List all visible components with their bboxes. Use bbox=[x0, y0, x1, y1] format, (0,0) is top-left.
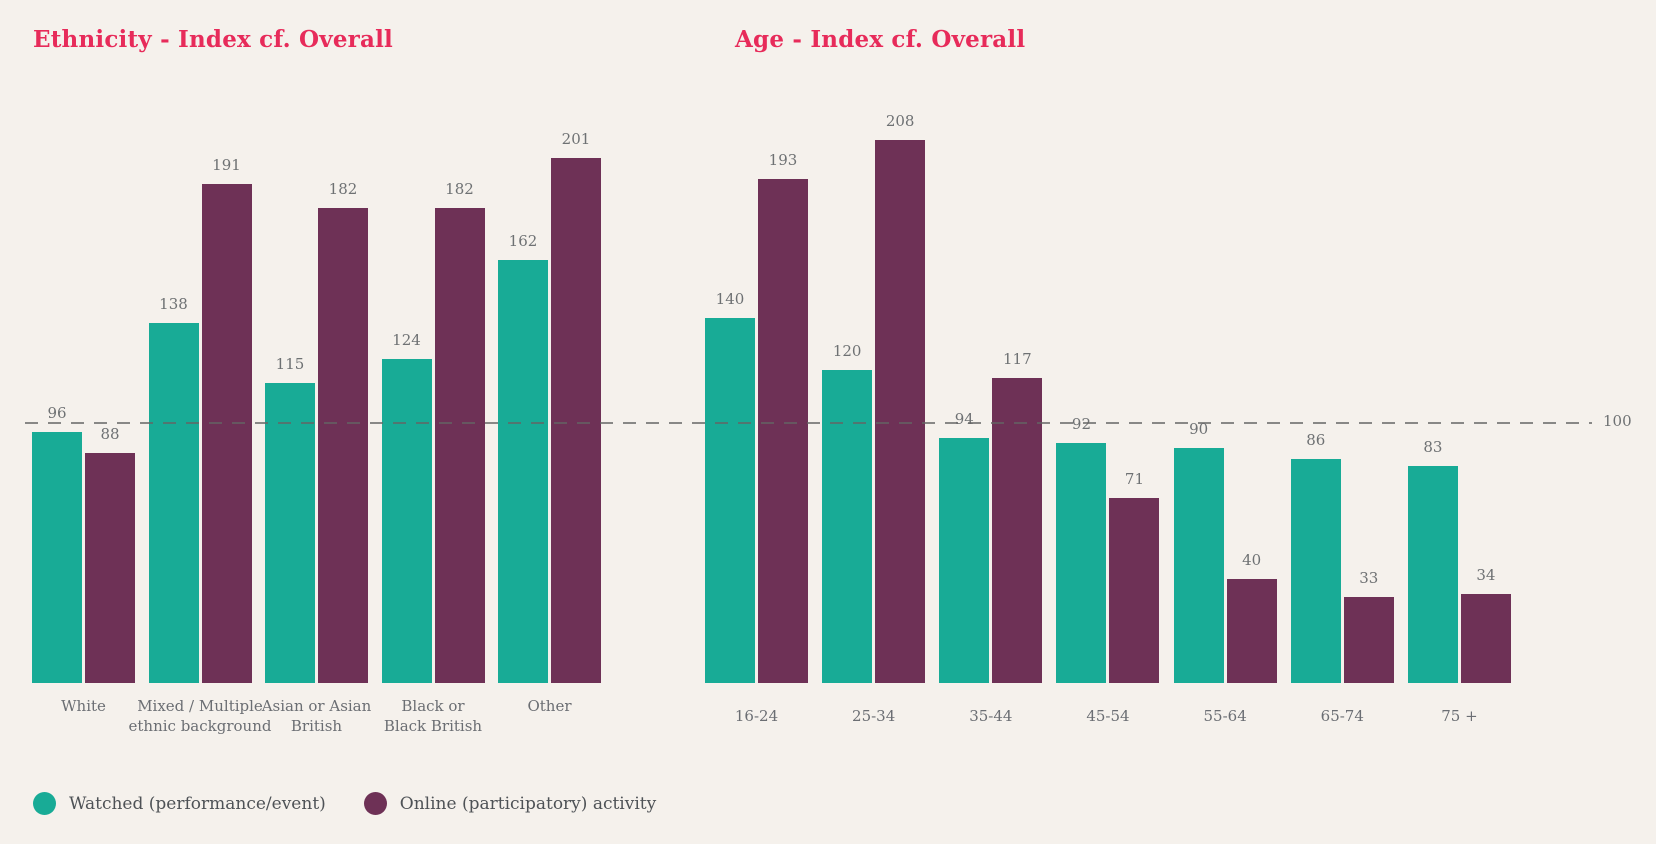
legend: Watched (performance/event) Online (part… bbox=[33, 792, 656, 815]
bar-watched: 92 bbox=[1056, 415, 1107, 683]
bar-value-label: 115 bbox=[275, 355, 305, 373]
bar-group: 86 33 bbox=[1290, 431, 1394, 683]
bar-group: 162 201 bbox=[498, 130, 601, 683]
legend-swatch-watched-icon bbox=[33, 792, 56, 815]
bar-watched: 124 bbox=[381, 331, 432, 683]
bar-value-label: 191 bbox=[212, 156, 241, 174]
bar-online: 40 bbox=[1226, 551, 1277, 683]
bar-value-label: 83 bbox=[1423, 438, 1443, 456]
bar-value-label: 96 bbox=[47, 404, 67, 422]
bar-value-label: 138 bbox=[159, 295, 188, 313]
bar-group: 120 208 bbox=[822, 112, 926, 683]
bar-online: 34 bbox=[1460, 566, 1511, 683]
bar-watched: 140 bbox=[705, 290, 755, 683]
bar-value-label: 182 bbox=[445, 180, 474, 198]
age-chart: 140 193 120 208 94 117 92 71 90 40 86 33 83 34 16-24 2… bbox=[705, 103, 1511, 726]
chart-title-age: Age - Index cf. Overall bbox=[735, 26, 1026, 53]
bar-value-label: 94 bbox=[954, 410, 974, 428]
bar-group: 96 88 bbox=[32, 404, 135, 683]
bar-value-label: 40 bbox=[1242, 551, 1262, 569]
bar-value-label: 124 bbox=[392, 331, 421, 349]
bar-value-label: 71 bbox=[1124, 470, 1145, 488]
bar-online: 88 bbox=[85, 425, 135, 683]
bar-online: 117 bbox=[992, 350, 1043, 683]
bar-group: 92 71 bbox=[1056, 415, 1160, 683]
bar-value-label: 193 bbox=[768, 151, 798, 169]
legend-item-watched: Watched (performance/event) bbox=[33, 792, 326, 815]
legend-item-online: Online (participatory) activity bbox=[363, 792, 657, 815]
bar-online: 33 bbox=[1343, 569, 1394, 683]
reference-line-label: 100 bbox=[1603, 412, 1632, 430]
category-label: Asian or Asian British bbox=[261, 697, 372, 736]
bar-online: 191 bbox=[201, 156, 252, 683]
bar-watched: 86 bbox=[1290, 431, 1341, 683]
ethnicity-category-axis: White Mixed / Multiple ethnic background A… bbox=[32, 696, 601, 737]
category-label: 25-34 bbox=[852, 707, 896, 725]
bar-watched: 83 bbox=[1407, 438, 1458, 683]
bar-value-label: 86 bbox=[1306, 431, 1326, 449]
legend-label-online: Online (participatory) activity bbox=[399, 793, 657, 814]
bar-value-label: 34 bbox=[1476, 566, 1496, 584]
reference-line-100 bbox=[25, 422, 1592, 424]
bar-group: 124 182 bbox=[381, 180, 485, 683]
legend-label-watched: Watched (performance/event) bbox=[69, 793, 326, 814]
bar-online: 182 bbox=[318, 180, 368, 683]
bar-group: 90 40 bbox=[1173, 420, 1277, 683]
bar-watched: 115 bbox=[265, 355, 315, 683]
bar-value-label: 33 bbox=[1359, 569, 1379, 587]
bar-value-label: 208 bbox=[885, 112, 915, 130]
bar-value-label: 88 bbox=[100, 425, 120, 443]
legend-swatch-online-icon bbox=[363, 792, 387, 815]
bar-value-label: 120 bbox=[832, 342, 862, 360]
category-label: 55-64 bbox=[1203, 707, 1247, 725]
category-label: 45-54 bbox=[1086, 707, 1130, 725]
bar-watched: 90 bbox=[1173, 420, 1224, 683]
category-label: 35-44 bbox=[969, 707, 1013, 725]
bar-value-label: 140 bbox=[715, 290, 745, 308]
category-label: 65-74 bbox=[1320, 707, 1364, 725]
bar-group: 83 34 bbox=[1407, 438, 1511, 683]
chart-title-ethnicity: Ethnicity - Index cf. Overall bbox=[33, 26, 393, 53]
bar-watched: 162 bbox=[498, 232, 548, 683]
category-label: 75 + bbox=[1441, 707, 1478, 725]
category-label: Mixed / Multiple ethnic background bbox=[128, 697, 272, 736]
bar-value-label: 92 bbox=[1071, 415, 1092, 433]
bar-online: 201 bbox=[551, 130, 601, 683]
bar-value-label: 90 bbox=[1189, 420, 1209, 438]
bar-group: 138 191 bbox=[148, 156, 252, 683]
age-category-axis: 16-24 25-34 35-44 45-54 55-64 65-74 75 + bbox=[705, 706, 1511, 726]
bar-group: 115 182 bbox=[265, 180, 368, 683]
bar-watched: 138 bbox=[148, 295, 199, 683]
bar-watched: 94 bbox=[939, 410, 990, 683]
ethnicity-plot-area: 96 88 138 191 115 182 124 182 162 201 bbox=[32, 103, 601, 683]
bar-group: 140 193 bbox=[705, 151, 808, 683]
category-label: White bbox=[61, 697, 106, 715]
age-plot-area: 140 193 120 208 94 117 92 71 90 40 86 33 83 34 bbox=[705, 103, 1511, 683]
bar-online: 182 bbox=[434, 180, 485, 683]
bar-group: 94 117 bbox=[939, 350, 1043, 683]
bar-watched: 96 bbox=[32, 404, 82, 683]
bar-online: 193 bbox=[758, 151, 808, 683]
category-label: Other bbox=[527, 697, 572, 715]
bar-value-label: 117 bbox=[1002, 350, 1032, 368]
bar-online: 71 bbox=[1109, 470, 1160, 683]
category-label: Black or Black British bbox=[383, 697, 483, 736]
bar-value-label: 201 bbox=[561, 130, 591, 148]
category-label: 16-24 bbox=[734, 707, 779, 725]
bar-online: 208 bbox=[875, 112, 926, 683]
bar-watched: 120 bbox=[822, 342, 873, 683]
bar-value-label: 182 bbox=[328, 180, 358, 198]
ethnicity-chart: 96 88 138 191 115 182 124 182 162 201 White Mixed … bbox=[32, 103, 601, 737]
bar-value-label: 162 bbox=[508, 232, 538, 250]
